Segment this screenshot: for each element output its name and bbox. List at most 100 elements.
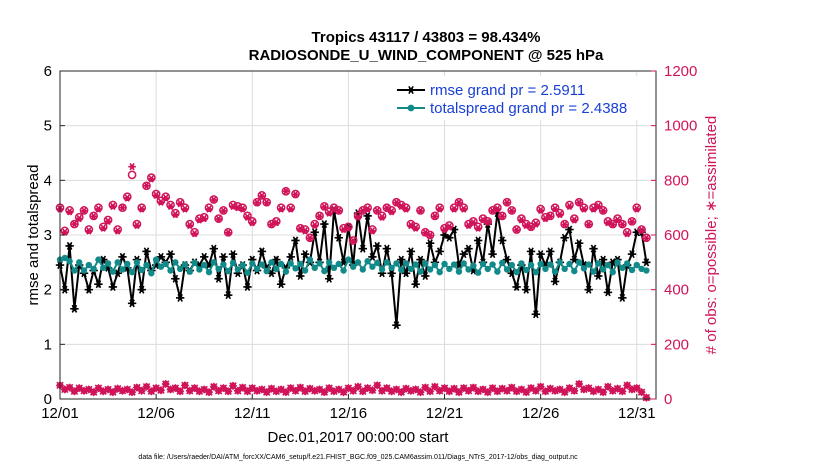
rmse-point <box>603 288 613 297</box>
obs-possible-point <box>204 203 214 213</box>
obs-assimilated-point <box>65 208 74 216</box>
obs-possible-point <box>98 222 108 232</box>
x-tick-label: 12/06 <box>137 405 175 422</box>
rmse-point <box>291 236 300 245</box>
totalspread-point <box>484 265 491 273</box>
obs-assimilated-point <box>488 207 497 215</box>
totalspread-point <box>95 256 102 263</box>
obs-assimilated-point <box>277 205 285 213</box>
totalspread-point <box>335 260 342 268</box>
totalspread-point <box>575 259 583 266</box>
rmse-point <box>406 247 416 256</box>
rmse-point <box>127 299 137 308</box>
obs-assimilated-point <box>411 224 420 232</box>
rmse-point <box>175 293 185 302</box>
obs-possible-point <box>146 173 156 182</box>
obs-assimilated-point <box>560 220 569 229</box>
obs-possible-point <box>569 214 579 223</box>
rmse-point <box>627 250 637 259</box>
obs-assimilated-point <box>474 224 482 232</box>
obs-possible-point <box>459 203 469 213</box>
totalspread-point <box>71 267 78 274</box>
totalspread-point <box>277 260 285 268</box>
obs-assimilated-point <box>339 225 348 234</box>
totalspread-point <box>321 267 328 275</box>
rmse-point <box>142 247 151 256</box>
totalspread-point <box>527 261 535 269</box>
totalspread-point <box>172 259 179 266</box>
totalspread-point <box>229 259 237 267</box>
totalspread-point <box>417 268 424 275</box>
obs-possible-point <box>469 216 478 226</box>
obs-possible-point <box>473 222 483 232</box>
obs-assimilated-point <box>522 221 531 230</box>
totalspread-point <box>181 261 189 268</box>
rmse-point <box>416 255 425 264</box>
obs-assimilated-point <box>85 227 93 235</box>
obs-assimilated-point <box>219 207 228 215</box>
totalspread-point <box>556 259 564 266</box>
obs-assimilated-point <box>608 220 617 229</box>
legend-totalspread-dot <box>407 104 415 112</box>
rmse-point <box>574 239 584 248</box>
obs-possible-point <box>122 192 132 202</box>
totalspread-point <box>100 264 107 271</box>
obs-possible-point <box>377 211 387 221</box>
obs-assimilated-point <box>109 202 117 210</box>
totalspread-point <box>167 267 174 274</box>
obs-assimilated-point <box>94 205 103 213</box>
totalspread-point <box>609 268 616 276</box>
legend-rmse-star <box>406 85 416 95</box>
obs-possible-point <box>276 203 286 213</box>
obs-assimilated-point <box>483 218 492 226</box>
rmse-point <box>108 282 118 291</box>
rmse-point <box>70 304 79 313</box>
totalspread-point <box>595 260 602 267</box>
totalspread-point <box>225 267 232 275</box>
rmse-point <box>536 250 545 259</box>
totalspread-point <box>633 261 640 269</box>
obs-assimilated-point <box>623 229 631 238</box>
totalspread-point <box>498 259 506 267</box>
y2-tick-label: 600 <box>664 227 689 244</box>
totalspread-point <box>162 260 169 268</box>
rmse-point <box>560 233 569 242</box>
obs-assimilated-point <box>123 194 132 202</box>
obs-assimilated-point <box>459 205 468 213</box>
totalspread-point <box>61 254 69 262</box>
obs-assimilated-point <box>310 221 319 230</box>
totalspread-point <box>196 266 203 273</box>
obs-assimilated-point <box>238 205 247 213</box>
obs-assimilated-point <box>536 206 545 215</box>
obs-possible-point <box>435 203 445 213</box>
rmse-point <box>171 274 180 283</box>
obs-assimilated-point <box>632 205 641 213</box>
totalspread-point <box>306 256 314 263</box>
obs-assimilated-point <box>392 199 401 207</box>
totalspread-point <box>431 261 439 269</box>
rmse-point <box>512 282 521 291</box>
rmse-point <box>137 285 146 294</box>
totalspread-point <box>393 260 400 267</box>
totalspread-point <box>369 263 376 270</box>
totalspread-point <box>383 259 391 266</box>
obs-assimilated-point <box>570 216 579 224</box>
obs-assimilated-point <box>618 220 627 229</box>
rmse-point <box>286 252 295 261</box>
rmse-point <box>584 285 593 294</box>
obs-assimilated-point <box>551 205 559 213</box>
totalspread-point <box>402 260 410 267</box>
obs-possible-point <box>84 225 94 234</box>
rmse-point <box>550 277 560 286</box>
totalspread-point <box>518 260 525 267</box>
rmse-point <box>320 220 329 229</box>
rmse-point <box>392 321 401 330</box>
obs-assimilated-point <box>185 221 194 230</box>
rmse-point <box>156 252 166 261</box>
obs-assimilated-point <box>455 199 463 207</box>
obs-assimilated-point <box>166 202 175 210</box>
obs-assimilated-point <box>282 187 290 195</box>
totalspread-point <box>258 261 266 268</box>
totalspread-point <box>325 259 333 266</box>
